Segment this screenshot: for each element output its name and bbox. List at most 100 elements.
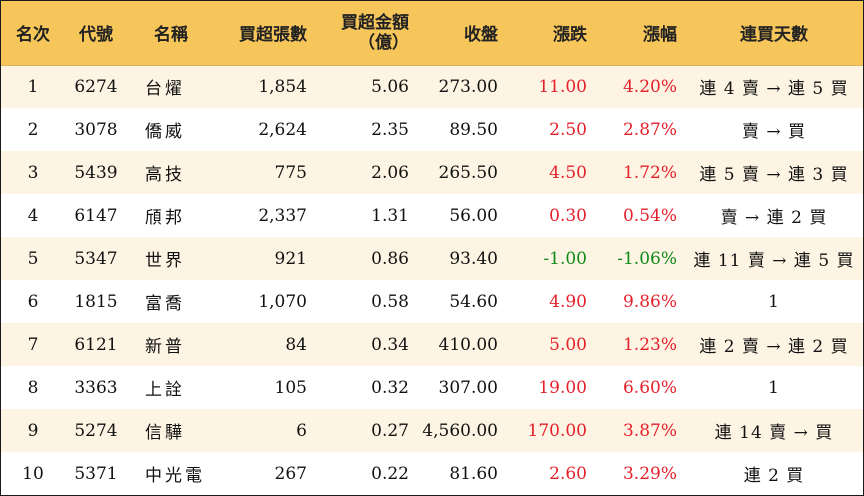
buy-amount-cell: 5.06 [371, 76, 409, 97]
buy-amount-cell: 2.06 [371, 162, 409, 183]
table-body: 1 6274 台燿 1,854 5.06 273.00 11.00 4.20% 連 4 賣 → … [1, 65, 863, 495]
rank-cell: 1 [27, 76, 39, 97]
change-cell: 4.90 [549, 291, 587, 312]
buy-volume-cell: 105 [274, 377, 307, 398]
close-cell: 93.40 [449, 248, 498, 269]
streak-cell: 連 5 賣 → 連 3 買 [699, 165, 849, 185]
rank-cell: 3 [27, 162, 39, 183]
name-cell: 新普 [145, 337, 185, 357]
change-cell: 2.60 [549, 463, 587, 484]
table-row: 3 5439 高技 775 2.06 265.50 4.50 1.72% 連 5 賣 → 連 3… [1, 151, 863, 194]
table-row: 10 5371 中光電 267 0.22 81.60 2.60 3.29% 連 2 買 [1, 452, 863, 495]
code-cell: 1815 [74, 291, 118, 312]
table-row: 1 6274 台燿 1,854 5.06 273.00 11.00 4.20% 連 4 賣 → … [1, 65, 863, 108]
buy-volume-cell: 2,624 [258, 119, 307, 140]
streak-cell: 連 14 賣 → 買 [714, 423, 834, 443]
buy-volume-cell: 1,070 [258, 291, 307, 312]
streak-cell: 連 4 賣 → 連 5 買 [699, 79, 849, 100]
pct-cell: 2.87% [622, 119, 677, 140]
streak-cell: 賣 → 連 2 買 [720, 208, 828, 228]
rank-cell: 6 [27, 291, 39, 312]
header-rank: 名次 [1, 1, 65, 66]
table-header-row: 名次 代號 名稱 買超張數 買超金額 （億） 收盤 漲跌 漲幅 連買天數 [1, 1, 863, 66]
buy-amount-cell: 0.27 [371, 420, 409, 441]
code-cell: 5439 [74, 162, 118, 183]
pct-cell: 1.23% [622, 334, 677, 355]
buy-amount-cell: 0.34 [371, 334, 409, 355]
streak-cell: 連 11 賣 → 連 5 買 [693, 251, 855, 271]
rank-cell: 2 [27, 119, 39, 140]
table-row: 5 5347 世界 921 0.86 93.40 -1.00 -1.06% 連 11 賣 → 連… [1, 237, 863, 280]
table-row: 6 1815 富喬 1,070 0.58 54.60 4.90 9.86% 1 [1, 280, 863, 323]
close-cell: 81.60 [449, 463, 498, 484]
rank-cell: 4 [27, 205, 39, 226]
close-cell: 89.50 [449, 119, 498, 140]
buy-volume-cell: 2,337 [258, 205, 307, 226]
buy-volume-cell: 921 [274, 248, 307, 269]
buy-volume-cell: 267 [274, 463, 307, 484]
pct-cell: 3.29% [622, 463, 677, 484]
change-cell: 2.50 [549, 119, 587, 140]
code-cell: 5347 [74, 248, 118, 269]
header-streak: 連買天數 [685, 1, 863, 66]
header-change: 漲跌 [506, 1, 595, 66]
header-code: 代號 [65, 1, 127, 66]
rank-cell: 9 [27, 420, 39, 441]
change-cell: 170.00 [527, 420, 587, 441]
code-cell: 5274 [74, 420, 118, 441]
buy-volume-cell: 6 [296, 420, 307, 441]
change-cell: 11.00 [538, 76, 587, 97]
table-row: 4 6147 頎邦 2,337 1.31 56.00 0.30 0.54% 賣 → 連 2 買 [1, 194, 863, 237]
header-name: 名稱 [127, 1, 215, 66]
buy-amount-cell: 2.35 [371, 119, 409, 140]
pct-cell: 6.60% [622, 377, 677, 398]
change-cell: -1.00 [543, 248, 587, 269]
buy-volume-cell: 84 [285, 334, 307, 355]
name-cell: 富喬 [145, 294, 185, 314]
change-cell: 5.00 [549, 334, 587, 355]
streak-cell: 1 [768, 291, 780, 312]
rank-cell: 8 [27, 377, 39, 398]
buy-amount-cell: 0.86 [371, 248, 409, 269]
header-pct: 漲幅 [595, 1, 685, 66]
change-cell: 19.00 [538, 377, 587, 398]
name-cell: 台燿 [145, 79, 185, 100]
buy-amount-cell: 0.32 [371, 377, 409, 398]
header-buy-amount-unit: （億） [358, 32, 409, 53]
change-cell: 4.50 [549, 162, 587, 183]
code-cell: 5371 [74, 463, 118, 484]
rank-cell: 5 [27, 248, 39, 269]
name-cell: 頎邦 [145, 208, 185, 228]
streak-cell: 連 2 買 [743, 466, 805, 486]
name-cell: 上詮 [145, 380, 185, 400]
buy-volume-cell: 775 [274, 162, 307, 183]
name-cell: 僑威 [145, 122, 185, 142]
close-cell: 56.00 [449, 205, 498, 226]
close-cell: 265.50 [438, 162, 498, 183]
table-row: 7 6121 新普 84 0.34 410.00 5.00 1.23% 連 2 賣 → 連 2 … [1, 323, 863, 366]
header-buy-volume: 買超張數 [215, 1, 315, 66]
close-cell: 54.60 [449, 291, 498, 312]
header-close: 收盤 [417, 1, 506, 66]
name-cell: 世界 [145, 251, 185, 271]
buy-amount-cell: 0.22 [371, 463, 409, 484]
buy-volume-cell: 1,854 [258, 76, 307, 97]
table-row: 8 3363 上詮 105 0.32 307.00 19.00 6.60% 1 [1, 366, 863, 409]
change-cell: 0.30 [549, 205, 587, 226]
table-row: 2 3078 僑威 2,624 2.35 89.50 2.50 2.87% 賣 → 買 [1, 108, 863, 151]
pct-cell: 4.20% [622, 76, 677, 97]
pct-cell: 0.54% [622, 205, 677, 226]
code-cell: 6147 [74, 205, 118, 226]
close-cell: 410.00 [438, 334, 498, 355]
header-buy-amount-label: 買超金額 [341, 12, 409, 33]
code-cell: 6274 [74, 76, 118, 97]
streak-cell: 賣 → 買 [741, 122, 807, 142]
buy-amount-cell: 0.58 [371, 291, 409, 312]
close-cell: 273.00 [438, 76, 498, 97]
code-cell: 3078 [74, 119, 118, 140]
pct-cell: 1.72% [622, 162, 677, 183]
rank-cell: 10 [22, 463, 44, 484]
name-cell: 高技 [145, 165, 185, 185]
